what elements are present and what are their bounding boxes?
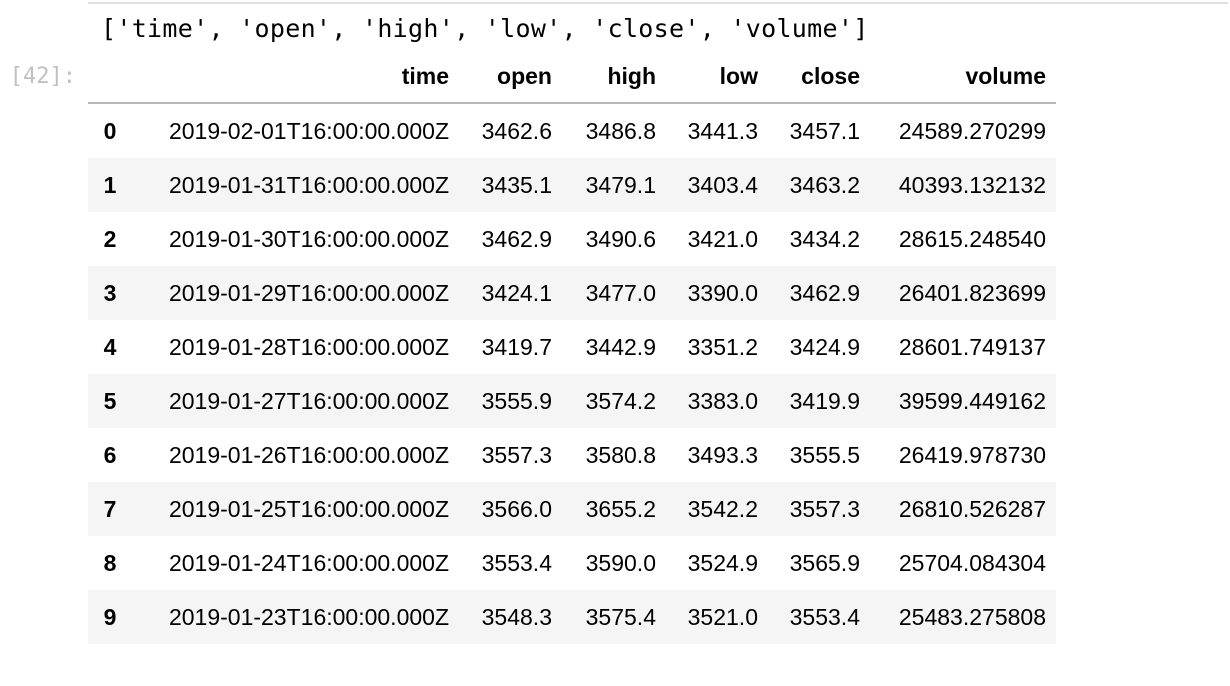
cell-high: 3477.0	[585, 279, 656, 306]
cell-close: 3462.9	[789, 279, 860, 306]
cell-volume: 26810.526287	[898, 495, 1046, 522]
cell-low: 3351.2	[687, 333, 758, 360]
row-index: 4	[103, 333, 117, 360]
cell-volume: 25483.275808	[898, 603, 1046, 630]
dataframe-table: time open high low close volume 0 2019-0…	[88, 50, 1056, 644]
column-header-high: high	[562, 50, 666, 104]
column-header-close: close	[768, 50, 870, 104]
cell-close: 3434.2	[789, 225, 860, 252]
row-index: 7	[103, 495, 117, 522]
cell-open: 3566.0	[481, 495, 552, 522]
cell-high: 3580.8	[585, 441, 656, 468]
header-row: time open high low close volume	[88, 50, 1056, 104]
cell-time: 2019-02-01T16:00:00.000Z	[168, 117, 449, 144]
cell-time: 2019-01-27T16:00:00.000Z	[168, 387, 449, 414]
cell-high: 3479.1	[585, 171, 656, 198]
cell-time: 2019-01-24T16:00:00.000Z	[168, 549, 449, 576]
row-index: 8	[103, 549, 117, 576]
cell-close: 3457.1	[789, 117, 860, 144]
cell-high: 3574.2	[585, 387, 656, 414]
table-row: 6 2019-01-26T16:00:00.000Z 3557.3 3580.8…	[88, 428, 1056, 482]
cell-low: 3542.2	[687, 495, 758, 522]
cell-volume: 40393.132132	[898, 171, 1046, 198]
table-row: 4 2019-01-28T16:00:00.000Z 3419.7 3442.9…	[88, 320, 1056, 374]
cell-volume: 25704.084304	[898, 549, 1046, 576]
cell-open: 3557.3	[481, 441, 552, 468]
table-row: 7 2019-01-25T16:00:00.000Z 3566.0 3655.2…	[88, 482, 1056, 536]
table-row: 8 2019-01-24T16:00:00.000Z 3553.4 3590.0…	[88, 536, 1056, 590]
cell-high: 3655.2	[585, 495, 656, 522]
cell-low: 3441.3	[687, 117, 758, 144]
cell-low: 3383.0	[687, 387, 758, 414]
table-row: 1 2019-01-31T16:00:00.000Z 3435.1 3479.1…	[88, 158, 1056, 212]
cell-time: 2019-01-28T16:00:00.000Z	[168, 333, 449, 360]
cell-high: 3575.4	[585, 603, 656, 630]
cell-volume: 26401.823699	[898, 279, 1046, 306]
cell-open: 3462.9	[481, 225, 552, 252]
column-header-time: time	[132, 50, 459, 104]
cell-high: 3486.8	[585, 117, 656, 144]
table-row: 9 2019-01-23T16:00:00.000Z 3548.3 3575.4…	[88, 590, 1056, 644]
column-header-open: open	[459, 50, 562, 104]
cell-low: 3521.0	[687, 603, 758, 630]
table-body: 0 2019-02-01T16:00:00.000Z 3462.6 3486.8…	[88, 103, 1056, 644]
cell-close: 3424.9	[789, 333, 860, 360]
column-header-low: low	[666, 50, 768, 104]
cell-volume: 39599.449162	[898, 387, 1046, 414]
cell-open: 3424.1	[481, 279, 552, 306]
stdout-text: ['time', 'open', 'high', 'low', 'close',…	[101, 14, 869, 43]
cell-high: 3590.0	[585, 549, 656, 576]
cell-volume: 28615.248540	[898, 225, 1046, 252]
cell-close: 3553.4	[789, 603, 860, 630]
row-index: 2	[103, 225, 117, 252]
cell-time: 2019-01-26T16:00:00.000Z	[168, 441, 449, 468]
row-index: 1	[103, 171, 117, 198]
row-index: 0	[103, 117, 117, 144]
cell-low: 3524.9	[687, 549, 758, 576]
cell-close: 3555.5	[789, 441, 860, 468]
cell-low: 3493.3	[687, 441, 758, 468]
row-index: 6	[103, 441, 117, 468]
table-row: 5 2019-01-27T16:00:00.000Z 3555.9 3574.2…	[88, 374, 1056, 428]
cell-divider	[88, 0, 1228, 4]
cell-time: 2019-01-29T16:00:00.000Z	[168, 279, 449, 306]
table-header: time open high low close volume	[88, 50, 1056, 104]
table-row: 0 2019-02-01T16:00:00.000Z 3462.6 3486.8…	[88, 103, 1056, 158]
table-row: 3 2019-01-29T16:00:00.000Z 3424.1 3477.0…	[88, 266, 1056, 320]
cell-close: 3419.9	[789, 387, 860, 414]
cell-close: 3565.9	[789, 549, 860, 576]
cell-low: 3390.0	[687, 279, 758, 306]
cell-time: 2019-01-31T16:00:00.000Z	[168, 171, 449, 198]
cell-high: 3442.9	[585, 333, 656, 360]
cell-open: 3462.6	[481, 117, 552, 144]
row-index: 3	[103, 279, 117, 306]
cell-volume: 26419.978730	[898, 441, 1046, 468]
column-header-volume: volume	[870, 50, 1056, 104]
table-row: 2 2019-01-30T16:00:00.000Z 3462.9 3490.6…	[88, 212, 1056, 266]
row-index: 9	[103, 603, 117, 630]
column-header-index	[88, 50, 132, 104]
cell-low: 3403.4	[687, 171, 758, 198]
cell-volume: 24589.270299	[898, 117, 1046, 144]
cell-open: 3548.3	[481, 603, 552, 630]
cell-time: 2019-01-23T16:00:00.000Z	[168, 603, 449, 630]
cell-time: 2019-01-25T16:00:00.000Z	[168, 495, 449, 522]
cell-open: 3555.9	[481, 387, 552, 414]
row-index: 5	[103, 387, 117, 414]
cell-volume: 28601.749137	[898, 333, 1046, 360]
execution-count-prompt: [42]:	[9, 64, 76, 89]
cell-high: 3490.6	[585, 225, 656, 252]
cell-open: 3419.7	[481, 333, 552, 360]
cell-open: 3553.4	[481, 549, 552, 576]
cell-close: 3463.2	[789, 171, 860, 198]
cell-low: 3421.0	[687, 225, 758, 252]
cell-open: 3435.1	[481, 171, 552, 198]
cell-time: 2019-01-30T16:00:00.000Z	[168, 225, 449, 252]
cell-close: 3557.3	[789, 495, 860, 522]
